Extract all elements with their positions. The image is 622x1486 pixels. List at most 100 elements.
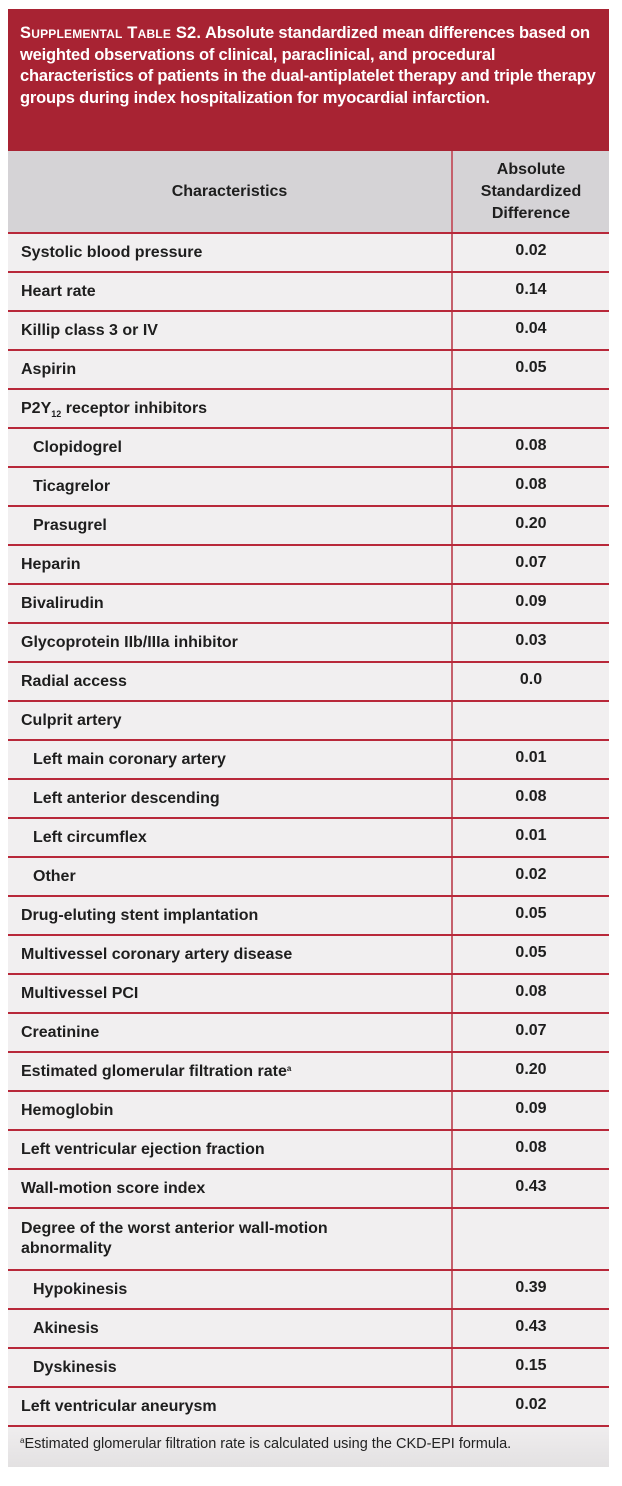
row-label: Systolic blood pressure (8, 233, 452, 273)
column-header-absolute-standardized-difference: Absolute Standardized Difference (451, 151, 609, 234)
row-value (451, 701, 609, 741)
row-label: Other (8, 857, 452, 897)
table-row: Other 0.02 (8, 857, 609, 897)
row-value: 0.01 (451, 740, 609, 780)
row-value: 0.43 (451, 1169, 609, 1209)
row-label: Multivessel coronary artery disease (8, 935, 452, 975)
row-label: Left ventricular aneurysm (8, 1387, 452, 1427)
row-value: 0.08 (451, 974, 609, 1014)
table-row: Radial access 0.0 (8, 662, 609, 702)
row-label: Heart rate (8, 272, 452, 312)
table-row: Bivalirudin 0.09 (8, 584, 609, 624)
table-caption-text: Absolute standardized mean differences b… (20, 24, 596, 107)
row-value: 0.08 (451, 467, 609, 507)
row-value: 0.0 (451, 662, 609, 702)
table-row: Ticagrelor 0.08 (8, 467, 609, 507)
row-value (451, 389, 609, 429)
row-label: Radial access (8, 662, 452, 702)
row-label: Akinesis (8, 1309, 452, 1349)
table-row: Multivessel coronary artery disease 0.05 (8, 935, 609, 975)
table-row: Estimated glomerular filtration ratea 0.2… (8, 1052, 609, 1092)
table-row: Glycoprotein IIb/IIIa inhibitor 0.03 (8, 623, 609, 663)
row-label: Multivessel PCI (8, 974, 452, 1014)
table-row: Left anterior descending 0.08 (8, 779, 609, 819)
table-row: Heparin 0.07 (8, 545, 609, 585)
row-value: 0.05 (451, 896, 609, 936)
row-value: 0.01 (451, 818, 609, 858)
header-row: Characteristics Absolute Standardized Di… (8, 151, 609, 234)
table-row: Hemoglobin 0.09 (8, 1091, 609, 1131)
row-value: 0.39 (451, 1270, 609, 1310)
row-label: Heparin (8, 545, 452, 585)
row-value: 0.02 (451, 857, 609, 897)
table-row: Clopidogrel 0.08 (8, 428, 609, 468)
row-value: 0.43 (451, 1309, 609, 1349)
row-label: Left anterior descending (8, 779, 452, 819)
row-value (451, 1208, 609, 1271)
row-value: 0.08 (451, 779, 609, 819)
row-value: 0.08 (451, 428, 609, 468)
footnote-marker: a (20, 1436, 25, 1445)
table-row: Akinesis 0.43 (8, 1309, 609, 1349)
table-row: Left main coronary artery 0.01 (8, 740, 609, 780)
row-label: Drug-eluting stent implantation (8, 896, 452, 936)
table-caption: Supplemental Table S2. Absolute standard… (8, 9, 609, 151)
row-value: 0.08 (451, 1130, 609, 1170)
row-value: 0.09 (451, 1091, 609, 1131)
row-label: Bivalirudin (8, 584, 452, 624)
row-label: Estimated glomerular filtration ratea (8, 1052, 452, 1092)
row-value: 0.04 (451, 311, 609, 351)
row-value: 0.20 (451, 506, 609, 546)
table-row: Left circumflex 0.01 (8, 818, 609, 858)
row-label: P2Y12 receptor inhibitors (8, 389, 452, 429)
row-value: 0.05 (451, 935, 609, 975)
table-label: Supplemental Table S2. (20, 24, 202, 42)
row-label: Killip class 3 or IV (8, 311, 452, 351)
row-label: Left ventricular ejection fraction (8, 1130, 452, 1170)
table-row: Left ventricular ejection fraction 0.08 (8, 1130, 609, 1170)
row-label: Glycoprotein IIb/IIIa inhibitor (8, 623, 452, 663)
data-table: Characteristics Absolute Standardized Di… (8, 151, 609, 1427)
table-row: Wall-motion score index 0.43 (8, 1169, 609, 1209)
row-label: Aspirin (8, 350, 452, 390)
table-footnote: aEstimated glomerular filtration rate is… (8, 1427, 609, 1467)
row-value: 0.15 (451, 1348, 609, 1388)
row-label: Creatinine (8, 1013, 452, 1053)
row-label: Culprit artery (8, 701, 452, 741)
row-value: 0.03 (451, 623, 609, 663)
table-row: Systolic blood pressure 0.02 (8, 233, 609, 273)
table-row: Creatinine 0.07 (8, 1013, 609, 1053)
footnote-text: Estimated glomerular filtration rate is … (24, 1436, 512, 1452)
table-row: Aspirin 0.05 (8, 350, 609, 390)
row-label: Clopidogrel (8, 428, 452, 468)
table-row: Hypokinesis 0.39 (8, 1270, 609, 1310)
row-value: 0.02 (451, 1387, 609, 1427)
row-value: 0.07 (451, 1013, 609, 1053)
table-row: Heart rate 0.14 (8, 272, 609, 312)
row-label: Ticagrelor (8, 467, 452, 507)
table-row: Multivessel PCI 0.08 (8, 974, 609, 1014)
row-value: 0.02 (451, 233, 609, 273)
table-row: Prasugrel 0.20 (8, 506, 609, 546)
row-value: 0.05 (451, 350, 609, 390)
table-row: Drug-eluting stent implantation 0.05 (8, 896, 609, 936)
row-label: Wall-motion score index (8, 1169, 452, 1209)
table-row-group-header: Degree of the worst anterior wall-motion… (8, 1208, 609, 1271)
table-row: Left ventricular aneurysm 0.02 (8, 1387, 609, 1427)
row-value: 0.07 (451, 545, 609, 585)
table-row-group-header: P2Y12 receptor inhibitors (8, 389, 609, 429)
row-value: 0.09 (451, 584, 609, 624)
row-label: Left main coronary artery (8, 740, 452, 780)
row-value: 0.14 (451, 272, 609, 312)
row-value: 0.20 (451, 1052, 609, 1092)
table-row: Dyskinesis 0.15 (8, 1348, 609, 1388)
table-row: Killip class 3 or IV 0.04 (8, 311, 609, 351)
supplemental-table: Supplemental Table S2. Absolute standard… (8, 9, 609, 1467)
table-row-group-header: Culprit artery (8, 701, 609, 741)
row-label: Hypokinesis (8, 1270, 452, 1310)
row-label: Prasugrel (8, 506, 452, 546)
column-header-characteristics: Characteristics (8, 151, 452, 234)
row-label: Hemoglobin (8, 1091, 452, 1131)
row-label: Dyskinesis (8, 1348, 452, 1388)
row-label: Left circumflex (8, 818, 452, 858)
